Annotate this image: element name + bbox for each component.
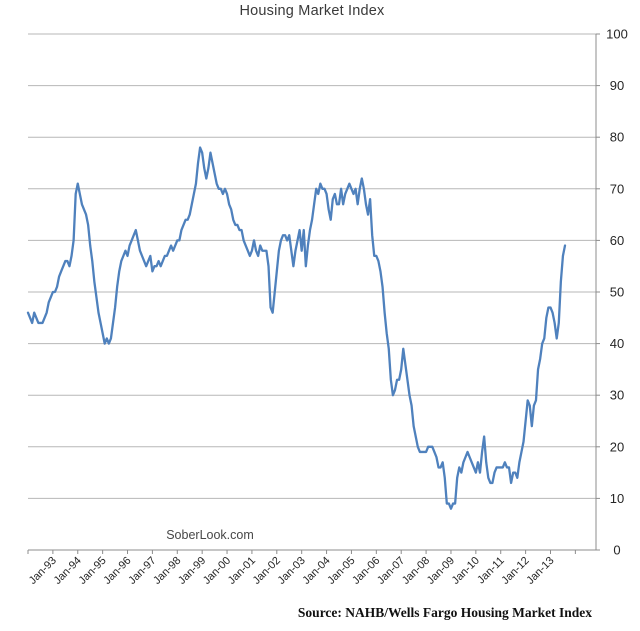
y-tick-label-30: 30 <box>610 388 624 403</box>
x-tick-label-Jan-13: Jan-13 <box>524 555 556 587</box>
y-tick-label-80: 80 <box>610 130 624 145</box>
chart-title: Housing Market Index <box>239 3 385 19</box>
x-tick-label-Jan-10: Jan-10 <box>450 555 482 587</box>
y-tick-label-60: 60 <box>610 233 624 248</box>
hmi-series-line <box>26 146 567 510</box>
y-tick-label-50: 50 <box>610 285 624 300</box>
y-tick-label-0: 0 <box>613 543 620 558</box>
source-note: Source: NAHB/Wells Fargo Housing Market … <box>297 605 593 620</box>
y-tick-label-100: 100 <box>606 27 628 42</box>
y-tick-label-70: 70 <box>610 181 624 196</box>
y-tick-label-10: 10 <box>610 491 624 506</box>
watermark-soberlook: SoberLook.com <box>166 528 254 542</box>
y-tick-label-90: 90 <box>610 78 624 93</box>
y-tick-label-20: 20 <box>610 439 624 454</box>
y-tick-label-40: 40 <box>610 336 624 351</box>
